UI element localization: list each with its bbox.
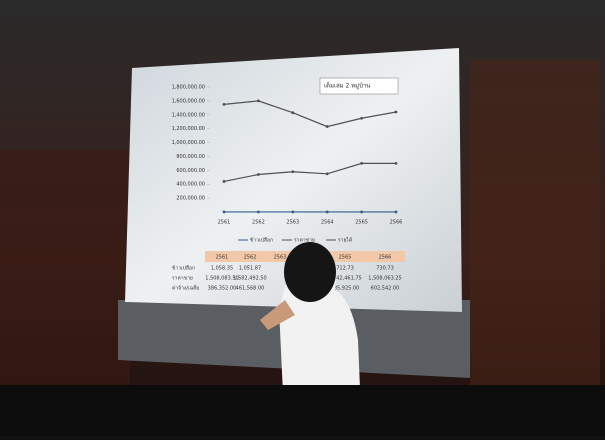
point xyxy=(257,99,260,102)
point xyxy=(360,162,363,165)
x-tick-label: 2562 xyxy=(252,220,265,226)
legend-label: รายได้ xyxy=(338,237,352,244)
point xyxy=(360,211,363,214)
point xyxy=(257,211,260,214)
table-cell: 1,508,063.25 xyxy=(368,276,401,282)
table-cell: 1,051.87 xyxy=(239,266,261,272)
x-tick-label: 2564 xyxy=(321,220,334,226)
point xyxy=(223,103,226,106)
table-cell: 1,058.35 xyxy=(211,266,233,272)
table-header-cell: 2566 xyxy=(379,255,392,261)
y-tick-label: 1,600,000.00 xyxy=(172,98,205,104)
y-tick-label: 400,000.00 xyxy=(176,182,205,188)
chart-title: เต็มเล่ม 2 หมู่บ้าน xyxy=(324,81,370,90)
table-cell: ราคาขาย xyxy=(172,276,193,282)
table-cell: 602,542.00 xyxy=(371,286,400,292)
table-cell: ค่าจ้าง/เฉลี่ย xyxy=(172,285,199,292)
table-cell: 712.73 xyxy=(336,266,354,272)
table-cell: ข้าวเปลือก xyxy=(172,265,195,272)
point xyxy=(257,173,260,176)
x-tick-label: 2565 xyxy=(355,220,368,226)
point xyxy=(395,111,398,114)
y-tick-label: 1,200,000.00 xyxy=(172,126,205,132)
table-cell: 461,568.00 xyxy=(236,286,265,292)
table-cell: 386,352.00 xyxy=(208,286,237,292)
presenter-head xyxy=(284,242,336,302)
x-tick-label: 2561 xyxy=(218,220,231,226)
audience xyxy=(0,385,605,436)
curtain xyxy=(470,60,600,390)
table-header-cell: 2565 xyxy=(339,255,352,261)
table-header-cell: 2561 xyxy=(216,255,229,261)
y-tick-label: 800,000.00 xyxy=(176,154,205,160)
curtain xyxy=(0,150,130,390)
y-tick-label: 1,000,000.00 xyxy=(172,140,205,146)
point xyxy=(326,211,329,214)
point xyxy=(326,172,329,175)
point xyxy=(395,211,398,214)
point xyxy=(291,111,294,114)
point xyxy=(291,211,294,214)
point xyxy=(223,180,226,183)
table-header-cell: 2562 xyxy=(244,255,257,261)
y-tick-label: 600,000.00 xyxy=(176,168,205,174)
legend-label: ข้าวเปลือก xyxy=(250,237,273,244)
y-tick-label: 1,400,000.00 xyxy=(172,112,205,118)
point xyxy=(395,162,398,165)
x-tick-label: 2563 xyxy=(286,220,299,226)
table-cell: 730.73 xyxy=(376,266,394,272)
table-cell: 1,582,492.50 xyxy=(233,276,266,282)
point xyxy=(291,170,294,173)
point xyxy=(360,117,363,120)
table-header-cell: 2563 xyxy=(274,255,287,261)
y-tick-label: 1,800,000.00 xyxy=(172,85,205,91)
y-tick-label: 200,000.00 xyxy=(176,196,205,202)
point xyxy=(326,125,329,128)
point xyxy=(223,211,226,214)
x-tick-label: 2566 xyxy=(390,220,403,226)
